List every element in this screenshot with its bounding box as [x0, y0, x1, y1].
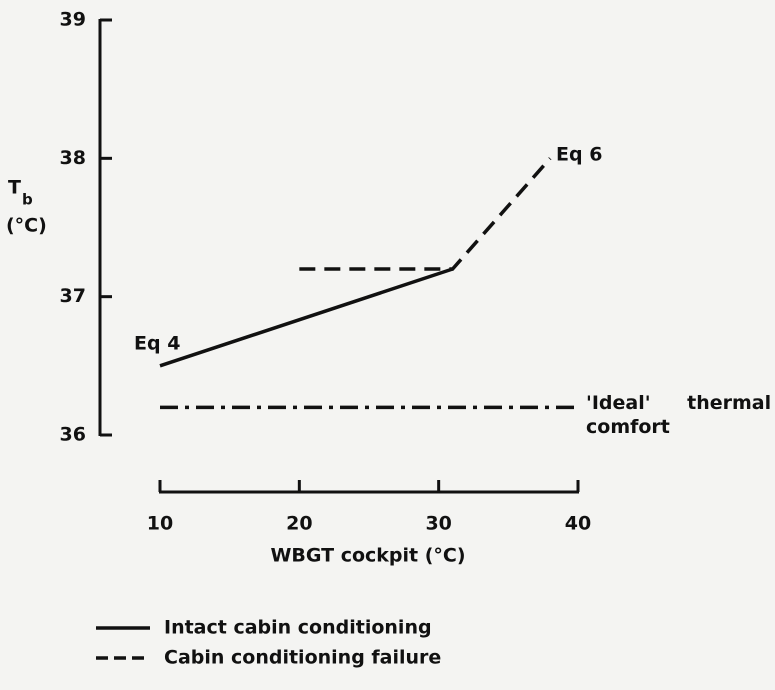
x-tick-label: 20	[286, 513, 312, 535]
x-label: WBGT cockpit (°C)	[270, 545, 465, 567]
series-label: 'Ideal' thermal comfort	[586, 392, 772, 439]
series-line	[159, 267, 454, 368]
y-label-unit: (°C)	[6, 215, 47, 237]
x-tick-label: 30	[425, 513, 451, 535]
legend-label: Intact cabin conditioning	[164, 617, 432, 639]
y-label-sub: b	[22, 191, 33, 209]
y-label: T	[8, 177, 21, 199]
x-tick-label: 10	[147, 513, 173, 535]
annotation: Eq 4	[134, 333, 180, 355]
legend-label: Cabin conditioning failure	[164, 647, 441, 669]
annotation: Eq 6	[556, 144, 602, 166]
series-label-text: 'Ideal' thermal comfort	[586, 392, 772, 439]
y-tick-label: 37	[60, 285, 86, 307]
x-tick-label: 40	[565, 513, 591, 535]
y-tick-label: 39	[60, 9, 86, 31]
series-line	[299, 157, 552, 271]
y-tick-label: 38	[60, 147, 86, 169]
y-tick-label: 36	[60, 424, 86, 446]
